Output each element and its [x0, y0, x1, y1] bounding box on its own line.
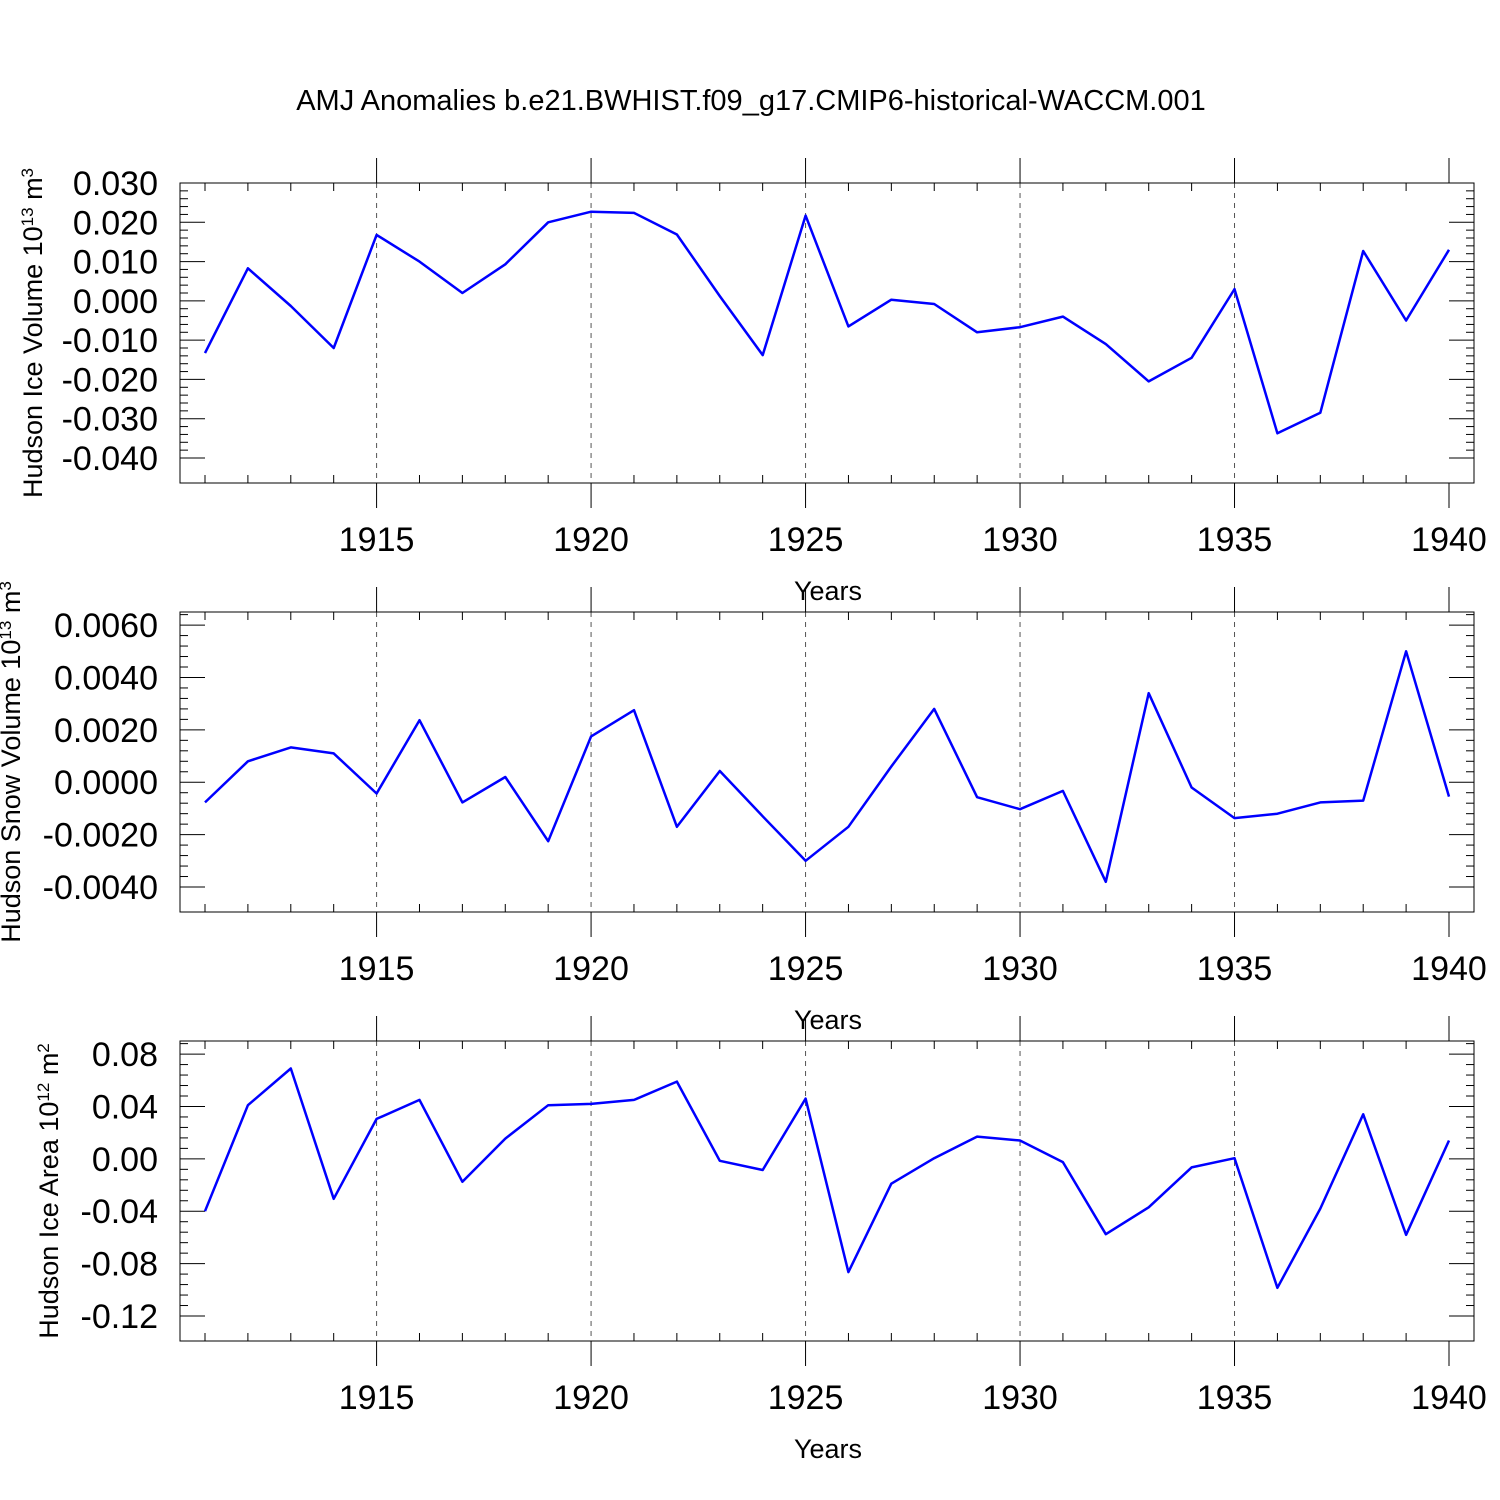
x-axis-label: Years: [794, 576, 862, 606]
y-tick-label: 0.0040: [54, 659, 158, 697]
x-tick-label: 1940: [1411, 521, 1487, 559]
y-label-text: Hudson Snow Volume 10: [0, 640, 26, 943]
x-tick-label: 1930: [982, 950, 1058, 988]
y-tick-label: 0.08: [92, 1036, 158, 1074]
y-tick-label: -0.010: [62, 322, 158, 360]
y-tick-label: 0.00: [92, 1141, 158, 1179]
y-tick-label: -0.020: [62, 361, 158, 399]
plot-frame: [179, 611, 1475, 913]
y-axis-label: Hudson Ice Area 1012 m2: [34, 1043, 64, 1339]
y-tick-label: 0.04: [92, 1088, 158, 1126]
y-tick-label: 0.010: [73, 244, 158, 282]
x-tick-label: 1940: [1411, 1379, 1487, 1417]
x-tick-label: 1935: [1197, 521, 1273, 559]
y-label-text: m: [34, 1053, 64, 1083]
x-tick-label: 1930: [982, 521, 1058, 559]
y-label-superscript: 13: [18, 207, 37, 226]
x-tick-label: 1915: [339, 950, 415, 988]
plot-frame: [179, 182, 1475, 484]
y-tick-label: -0.030: [62, 401, 158, 439]
x-tick-label: 1925: [768, 950, 844, 988]
y-label-text: m: [0, 591, 26, 621]
y-label-superscript: 13: [0, 621, 15, 640]
x-tick-label: 1930: [982, 1379, 1058, 1417]
x-tick-label: 1925: [768, 521, 844, 559]
series-line: [203, 210, 1451, 435]
series-line: [204, 650, 1451, 884]
x-tick-label: 1940: [1411, 950, 1487, 988]
x-tick-label: 1920: [553, 521, 629, 559]
y-tick-label: 0.0020: [54, 712, 158, 750]
y-label-superscript: 3: [0, 581, 15, 590]
y-label-text: m: [18, 177, 48, 207]
figure-title: AMJ Anomalies b.e21.BWHIST.f09_g17.CMIP6…: [296, 85, 1206, 117]
y-tick-label: -0.0040: [43, 869, 158, 907]
y-label-superscript: 3: [18, 168, 37, 177]
y-label-text: Hudson Ice Area 10: [34, 1102, 64, 1339]
y-axis-label: Hudson Snow Volume 1013 m3: [0, 581, 26, 943]
x-tick-label: 1935: [1197, 1379, 1273, 1417]
y-tick-label: -0.12: [81, 1298, 159, 1336]
y-tick-label: 0.000: [73, 283, 158, 321]
x-tick-label: 1935: [1197, 950, 1273, 988]
x-axis-label: Years: [794, 1005, 862, 1035]
y-axis-label: Hudson Ice Volume 1013 m3: [18, 168, 48, 498]
ice-volume-panel: 1915 1920 1925 1930 1935 1940 Years -0.040-0.03…: [18, 158, 1487, 606]
y-tick-label: 0.020: [73, 204, 158, 242]
x-tick-label: 1920: [553, 1379, 629, 1417]
y-label-superscript: 12: [34, 1083, 53, 1102]
y-tick-label: 0.0000: [54, 764, 158, 802]
y-tick-label: 0.030: [73, 165, 158, 203]
plot-frame: [179, 1040, 1475, 1342]
x-tick-label: 1925: [768, 1379, 844, 1417]
x-tick-label: 1915: [339, 1379, 415, 1417]
y-tick-label: -0.0020: [43, 817, 158, 855]
x-tick-label: 1920: [553, 950, 629, 988]
series-line: [203, 1067, 1451, 1290]
y-tick-label: -0.08: [81, 1246, 159, 1284]
y-label-text: Hudson Ice Volume 10: [18, 226, 48, 498]
x-tick-label: 1915: [339, 521, 415, 559]
ice-area-panel: 1915 1920 1925 1930 1935 1940 Years -0.12 -0.08 -…: [34, 1016, 1487, 1464]
y-label-superscript: 2: [34, 1043, 53, 1052]
x-axis-label: Years: [794, 1434, 862, 1464]
y-tick-label: -0.04: [81, 1193, 159, 1231]
y-tick-label: 0.0060: [54, 607, 158, 645]
snow-volume-panel: 1915 1920 1925 1930 1935 1940 Years -0.0040 -0.0…: [0, 581, 1487, 1035]
y-tick-label: -0.040: [62, 440, 158, 478]
